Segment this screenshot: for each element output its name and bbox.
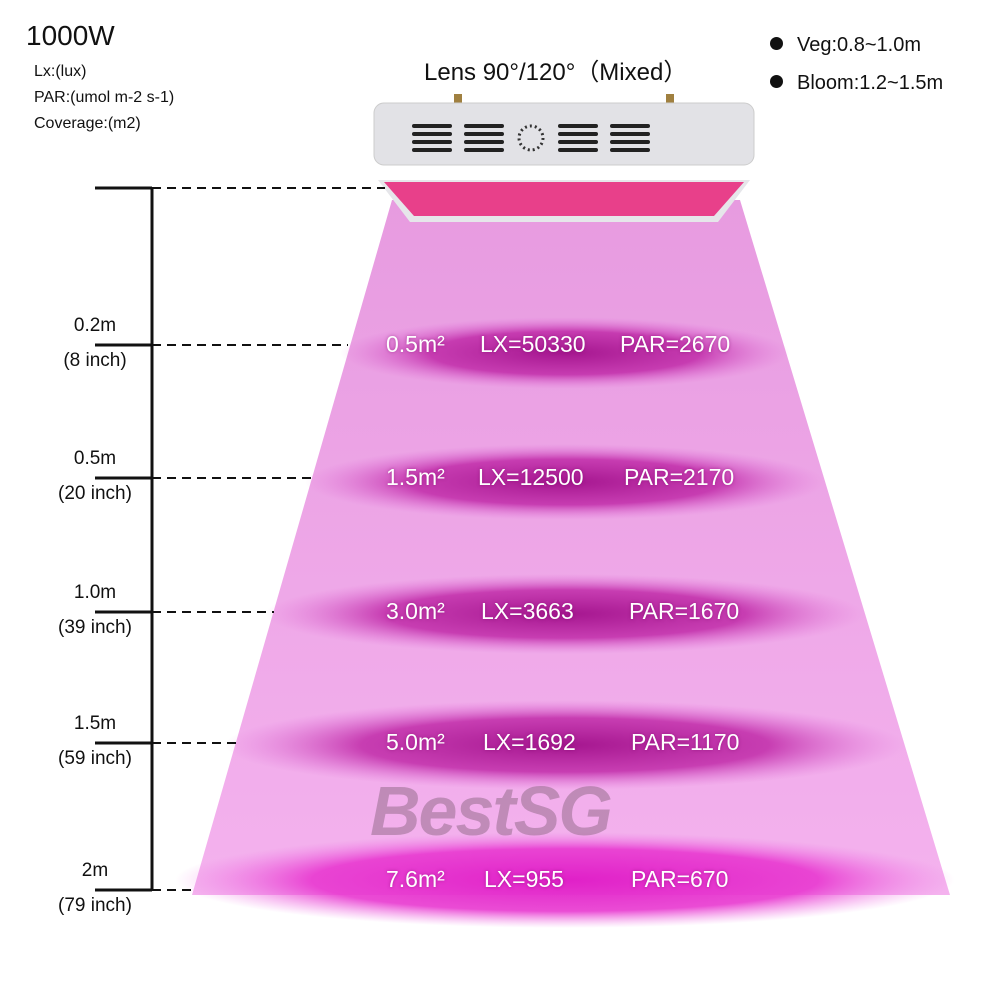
par-value: PAR=1670 — [629, 598, 740, 624]
note-text: Veg:0.8~1.0m — [797, 34, 921, 56]
height-inch-label: (39 inch) — [58, 617, 132, 638]
bullet-icon — [770, 75, 783, 88]
led-lamp-icon — [373, 94, 755, 222]
height-dashes — [152, 187, 385, 891]
height-inch-label: (59 inch) — [58, 748, 132, 769]
height-inch-label: (8 inch) — [63, 350, 127, 371]
par-value: PAR=2170 — [624, 464, 735, 490]
glow-3 — [225, 700, 905, 790]
glow-2 — [265, 574, 865, 654]
coverage-value: 0.5m² — [386, 331, 445, 357]
height-label: 0.5m — [73, 448, 117, 469]
par-value: PAR=1170 — [631, 729, 740, 755]
height-label: 0.2m — [73, 315, 117, 336]
lux-value: LX=1692 — [483, 729, 576, 755]
height-axis — [95, 186, 154, 892]
par-value: PAR=670 — [631, 866, 729, 892]
unit-par: PAR:(umol m-2 s-1) — [34, 89, 175, 106]
coverage-value: 7.6m² — [386, 866, 445, 892]
height-label: 1.5m — [73, 713, 117, 734]
height-label: 2m — [81, 860, 109, 881]
height-inch-label: (79 inch) — [58, 895, 132, 916]
note-bloom: Bloom:1.2~1.5m — [770, 72, 943, 95]
lux-value: LX=955 — [484, 866, 564, 892]
coverage-value: 1.5m² — [386, 464, 445, 490]
watermark-logo: BestSG — [370, 772, 613, 850]
note-text: Bloom:1.2~1.5m — [797, 72, 944, 94]
lux-value: LX=50330 — [480, 331, 586, 357]
lux-value: LX=3663 — [481, 598, 574, 624]
bullet-icon — [770, 37, 783, 50]
wattage-title: 1000W — [26, 20, 115, 51]
height-inch-label: (20 inch) — [58, 483, 132, 504]
glow-1 — [305, 444, 825, 520]
unit-coverage: Coverage:(m2) — [34, 115, 141, 132]
glow-0 — [340, 317, 790, 389]
lens-label: Lens 90°/120°（Mixed） — [424, 59, 688, 86]
lux-value: LX=12500 — [478, 464, 584, 490]
coverage-value: 3.0m² — [386, 598, 445, 624]
glow-4 — [175, 832, 955, 928]
unit-lux: Lx:(lux) — [34, 63, 87, 80]
coverage-value: 5.0m² — [386, 729, 445, 755]
note-veg: Veg:0.8~1.0m — [770, 34, 921, 57]
par-value: PAR=2670 — [620, 331, 731, 357]
height-label: 1.0m — [73, 582, 117, 603]
